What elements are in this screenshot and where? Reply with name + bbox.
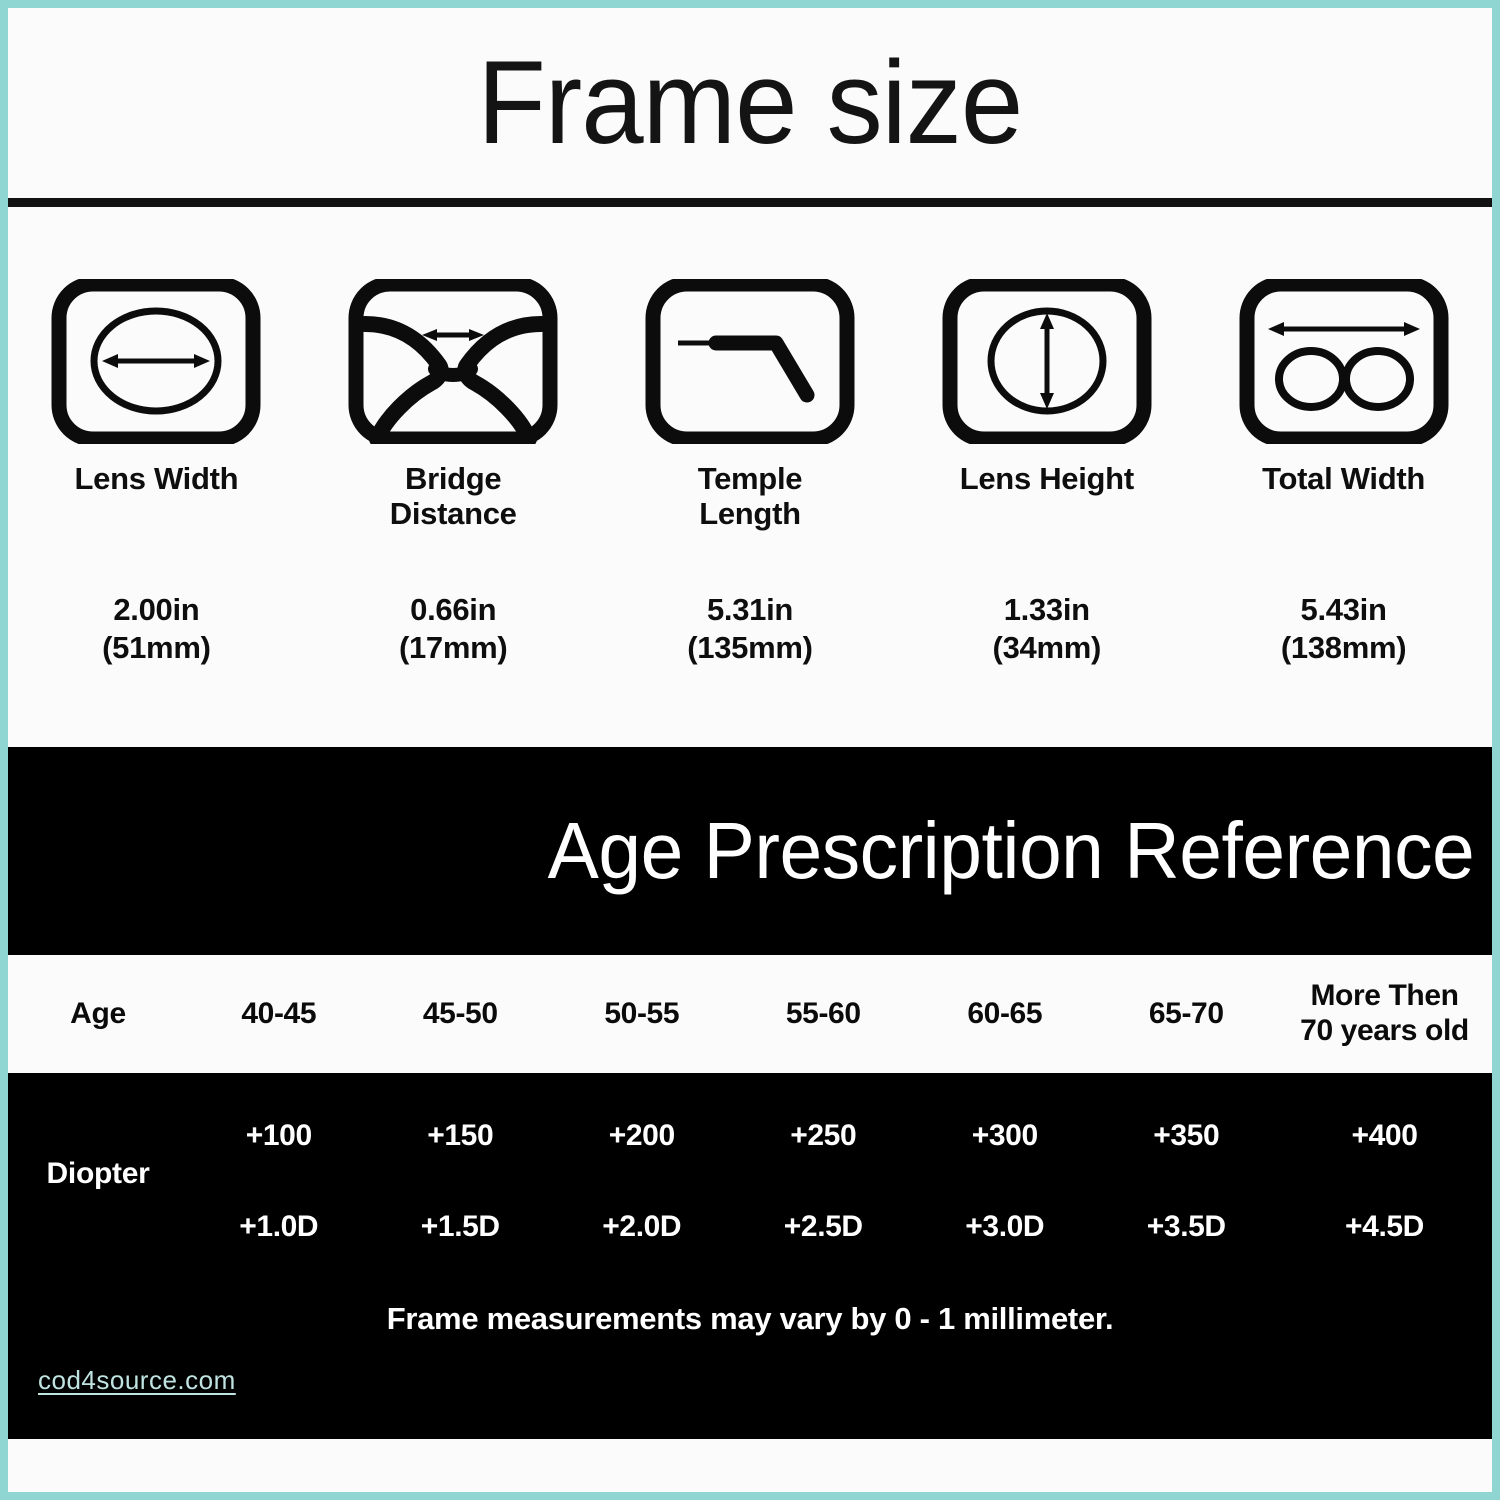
measurement-value-bridge-distance: 0.66in (17mm) bbox=[305, 591, 602, 667]
age-cell-line1: More Then bbox=[1310, 979, 1459, 1013]
value-inches: 2.00in bbox=[113, 592, 200, 628]
measurement-label-line1: Temple bbox=[697, 461, 803, 496]
age-cell: 45-50 bbox=[422, 996, 498, 1030]
age-cell: 65-70 bbox=[1148, 996, 1224, 1030]
value-millimeters: (34mm) bbox=[992, 630, 1102, 666]
footnote: Frame measurements may vary by 0 - 1 mil… bbox=[8, 1278, 1492, 1347]
diopter-d-cell: +4.5D bbox=[1345, 1209, 1424, 1243]
value-inches: 0.66in bbox=[410, 592, 497, 628]
diopter-power-cell: +100 bbox=[245, 1119, 312, 1152]
title-block: Frame size bbox=[8, 8, 1492, 198]
diopter-d-cell: +3.0D bbox=[965, 1209, 1045, 1243]
watermark-area: cod4source.com bbox=[8, 1346, 1492, 1439]
value-inches: 1.33in bbox=[1003, 592, 1090, 628]
diopter-d-cell: +3.5D bbox=[1146, 1209, 1226, 1243]
diopter-power-row: +100 +150 +200 +250 +300 +350 +400 bbox=[8, 1119, 1492, 1154]
diopter-d-cell: +1.0D bbox=[239, 1209, 319, 1243]
diopter-d-cell: +2.5D bbox=[783, 1209, 863, 1243]
measurement-value-lens-width: 2.00in (51mm) bbox=[8, 591, 305, 667]
diopter-row-gap bbox=[8, 1154, 1492, 1210]
site-watermark: cod4source.com bbox=[38, 1364, 236, 1395]
temple-length-icon bbox=[644, 279, 856, 444]
age-cell: 60-65 bbox=[967, 996, 1043, 1030]
measurement-label: Temple Length bbox=[697, 461, 803, 531]
measurement-total-width: Total Width bbox=[1195, 279, 1492, 531]
title-divider bbox=[8, 198, 1492, 207]
measurement-temple-length: Temple Length bbox=[602, 279, 899, 531]
diopter-power-cell: +350 bbox=[1153, 1119, 1220, 1152]
banner-title: Age Prescription Reference bbox=[547, 806, 1474, 895]
lens-width-icon bbox=[50, 279, 262, 444]
measurement-lens-height: Lens Height bbox=[898, 279, 1195, 531]
age-prescription-banner: Age Prescription Reference bbox=[8, 747, 1492, 955]
measurement-label-line2: Length bbox=[699, 495, 801, 531]
value-inches: 5.31in bbox=[706, 592, 794, 628]
diopter-d-cell: +2.0D bbox=[602, 1209, 682, 1243]
age-cell: 55-60 bbox=[785, 996, 861, 1030]
age-row: Age 40-45 45-50 50-55 55-60 60-65 65-70 … bbox=[8, 955, 1492, 1073]
frame-measurements-section: Lens Width Bridge Distanc bbox=[8, 207, 1492, 747]
value-inches: 5.43in bbox=[1300, 592, 1387, 628]
diopter-power-cell: +400 bbox=[1351, 1119, 1418, 1152]
measurement-label: Bridge Distance bbox=[389, 461, 517, 531]
diopter-section: Diopter +100 +150 +200 +250 +300 +350 +4… bbox=[8, 1073, 1492, 1279]
measurement-lens-width: Lens Width bbox=[8, 279, 305, 531]
diopter-power-cell: +150 bbox=[427, 1119, 494, 1152]
measurement-label-line2: Distance bbox=[389, 495, 517, 531]
page-title: Frame size bbox=[477, 37, 1024, 169]
value-millimeters: (17mm) bbox=[398, 630, 508, 666]
measurement-values-row: 2.00in (51mm) 0.66in (17mm) 5.31in (135m… bbox=[8, 591, 1492, 667]
measurement-value-lens-height: 1.33in (34mm) bbox=[898, 591, 1195, 667]
age-cell: More Then 70 years old bbox=[1277, 979, 1492, 1049]
measurement-label: Lens Width bbox=[74, 461, 239, 496]
diopter-d-row: +1.0D +1.5D +2.0D +2.5D +3.0D +3.5D +4.5… bbox=[8, 1210, 1492, 1245]
diopter-power-cell: +250 bbox=[790, 1119, 857, 1152]
measurement-label: Total Width bbox=[1262, 461, 1426, 496]
diopter-row-header-wrap: Diopter bbox=[8, 1073, 188, 1275]
measurement-icons-row: Lens Width Bridge Distanc bbox=[8, 279, 1492, 531]
measurement-bridge-distance: Bridge Distance bbox=[305, 279, 602, 531]
measurement-label-line1: Bridge bbox=[405, 461, 502, 496]
value-millimeters: (51mm) bbox=[102, 630, 211, 666]
total-width-icon bbox=[1238, 279, 1450, 444]
bridge-distance-icon bbox=[347, 279, 559, 444]
age-row-header: Age bbox=[70, 997, 126, 1030]
measurement-value-total-width: 5.43in (138mm) bbox=[1195, 591, 1492, 667]
value-millimeters: (138mm) bbox=[1280, 630, 1407, 666]
measurement-label: Lens Height bbox=[959, 461, 1134, 496]
age-cell-line2: 70 years old bbox=[1300, 1014, 1469, 1047]
age-cell: 50-55 bbox=[604, 996, 680, 1030]
value-millimeters: (135mm) bbox=[687, 630, 813, 666]
lens-height-icon bbox=[941, 279, 1153, 444]
diopter-power-cell: +300 bbox=[971, 1119, 1038, 1152]
measurement-value-temple-length: 5.31in (135mm) bbox=[602, 591, 899, 667]
diopter-d-cell: +1.5D bbox=[420, 1209, 500, 1243]
diopter-inner: Diopter +100 +150 +200 +250 +300 +350 +4… bbox=[8, 1073, 1492, 1275]
age-cell: 40-45 bbox=[241, 996, 317, 1030]
diopter-power-cell: +200 bbox=[608, 1119, 675, 1152]
age-row-cells: Age 40-45 45-50 50-55 55-60 60-65 65-70 … bbox=[8, 979, 1492, 1049]
diopter-row-header: Diopter bbox=[46, 1156, 150, 1190]
